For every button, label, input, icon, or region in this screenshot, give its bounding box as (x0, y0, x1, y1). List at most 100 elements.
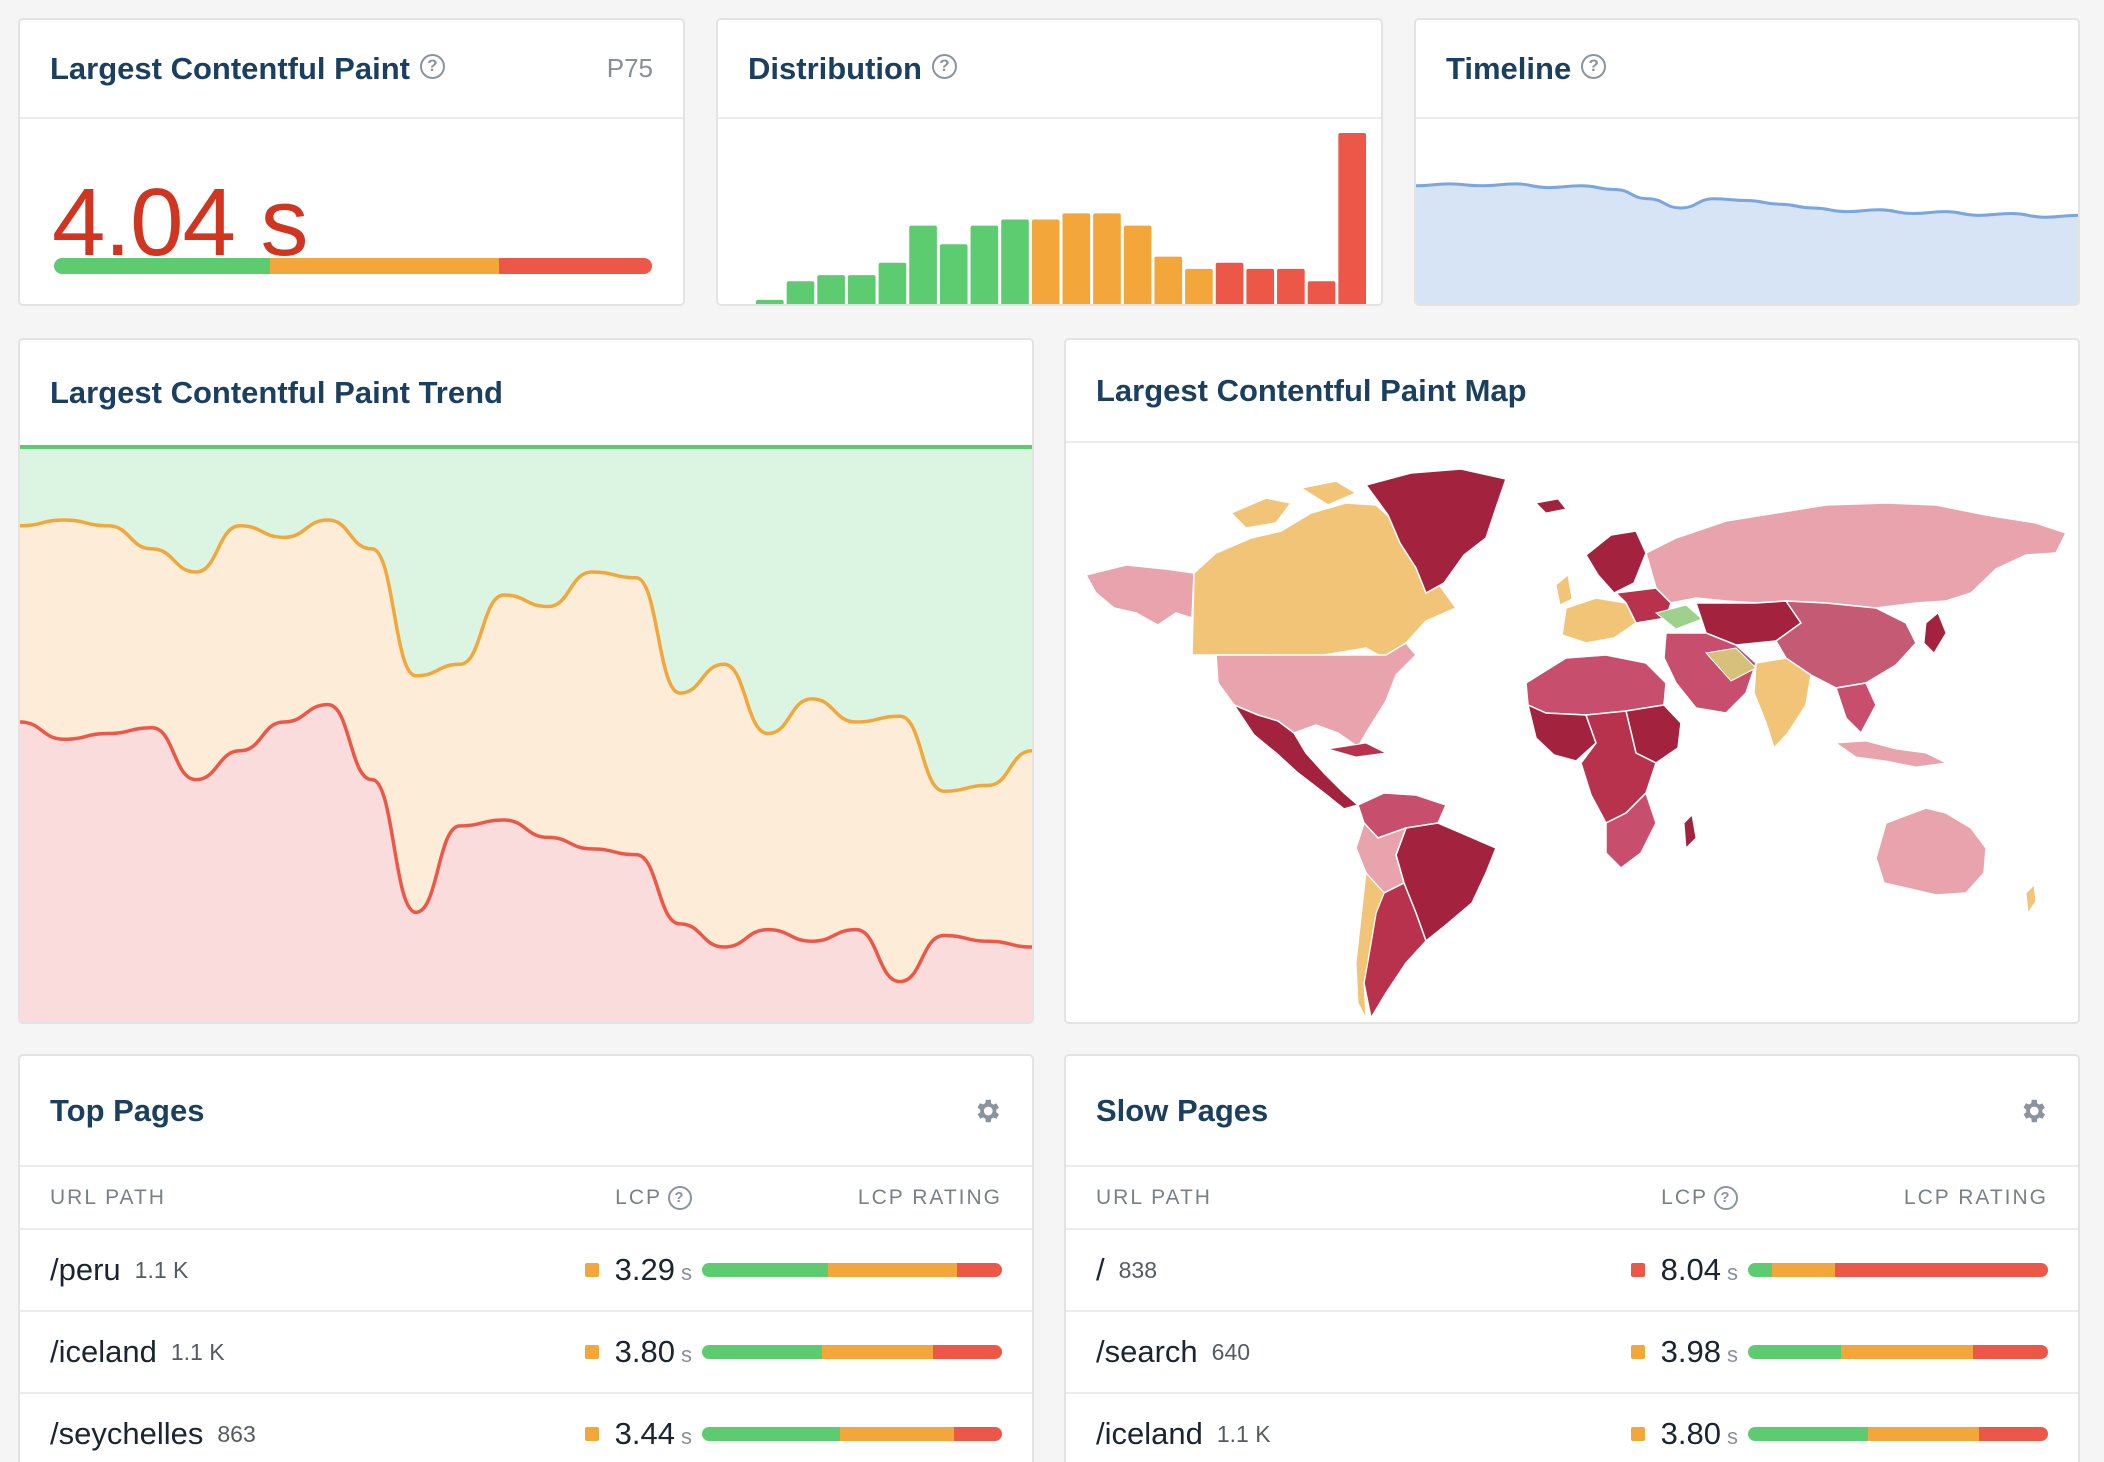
map-region-north-africa[interactable] (1525, 654, 1667, 716)
map-region-usa[interactable] (1215, 642, 1418, 749)
map-region-southeast-asia[interactable] (1835, 682, 1877, 735)
map-region-iceland[interactable] (1534, 498, 1567, 514)
lcp-rating-bar (702, 1263, 1002, 1277)
lcp-rating-bar (702, 1427, 1002, 1441)
table-row[interactable]: /iceland 1.1 K 3.80 s (20, 1312, 1032, 1394)
url-path-column-header[interactable]: URL PATH (1096, 1185, 1212, 1209)
table-row[interactable]: /seychelles 863 3.44 s (20, 1394, 1032, 1462)
histogram-bar[interactable] (817, 275, 845, 306)
histogram-bar[interactable] (1154, 256, 1183, 306)
histogram-bar[interactable] (878, 262, 907, 306)
gear-icon[interactable] (972, 1096, 1002, 1126)
map-region-madagascar[interactable] (1683, 813, 1697, 850)
histogram-bar[interactable] (786, 281, 815, 306)
lcp-rating-column-header[interactable]: LCP RATING (1903, 1185, 2048, 1209)
map-region-russia[interactable] (1645, 502, 2068, 609)
histogram-bar[interactable] (970, 225, 999, 306)
page-view-count: 1.1 K (170, 1338, 225, 1365)
url-path-link[interactable]: /iceland (50, 1334, 157, 1369)
gear-icon[interactable] (2018, 1096, 2048, 1126)
histogram-bar[interactable] (1338, 133, 1366, 306)
table-row[interactable]: /search 640 3.98 s (1066, 1312, 2078, 1394)
upper-trend-line (20, 518, 1032, 793)
map-region-alaska[interactable] (1084, 564, 1195, 626)
percentile-label: P75 (606, 53, 653, 83)
table-row[interactable]: /peru 1.1 K 3.29 s (20, 1230, 1032, 1312)
map-region-australia[interactable] (1875, 807, 1987, 896)
histogram-bar[interactable] (1307, 281, 1336, 306)
histogram-bar[interactable] (847, 275, 876, 306)
map-region-western-europe[interactable] (1561, 597, 1637, 644)
needs-improvement-segment (822, 1345, 933, 1359)
poor-segment (1979, 1427, 2048, 1441)
histogram-bar[interactable] (1277, 268, 1305, 306)
map-region-arctic-islands[interactable] (1229, 480, 1358, 529)
histogram-bar[interactable] (1062, 213, 1091, 306)
histogram-bar[interactable] (1246, 268, 1275, 306)
map-region-scandinavia[interactable] (1585, 530, 1647, 594)
histogram-bar[interactable] (939, 244, 968, 306)
lcp-column-label: LCP (615, 1185, 662, 1209)
help-icon[interactable]: ? (1714, 1185, 1738, 1210)
lcp-value: 3.29 (614, 1252, 675, 1287)
status-indicator (584, 1427, 599, 1441)
distribution-title: Distribution (748, 50, 922, 86)
table-row[interactable]: / 838 8.04 s (1066, 1230, 2078, 1312)
timeline-header: Timeline ? (1416, 20, 2078, 119)
map-region-japan[interactable] (1923, 612, 1947, 654)
help-icon[interactable]: ? (668, 1185, 692, 1210)
map-region-new-zealand[interactable] (2025, 883, 2037, 915)
histogram-bar[interactable] (1215, 262, 1244, 306)
url-path-link[interactable]: / (1096, 1252, 1105, 1287)
histogram-bar[interactable] (1031, 219, 1060, 307)
histogram-bar[interactable] (756, 299, 784, 306)
good-segment (702, 1263, 828, 1277)
map-region-southern-africa[interactable] (1605, 791, 1657, 869)
histogram-bar[interactable] (1093, 213, 1121, 306)
histogram-bar[interactable] (1123, 225, 1152, 306)
slow-pages-table-header: URL PATH LCP? LCP RATING (1066, 1167, 2078, 1230)
url-path-link[interactable]: /seychelles (50, 1416, 204, 1451)
map-region-caribbean[interactable] (1327, 742, 1388, 758)
lcp-column-header[interactable]: LCP? (542, 1185, 692, 1210)
map-region-indonesia[interactable] (1834, 740, 1948, 768)
map-region-greenland[interactable] (1364, 468, 1507, 595)
lower-trend-line (20, 702, 1032, 984)
good-segment (702, 1345, 822, 1359)
map-region-uk[interactable] (1555, 574, 1573, 606)
map-region-india[interactable] (1753, 657, 1812, 750)
histogram-bar[interactable] (1185, 268, 1213, 306)
page-view-count: 1.1 K (1216, 1420, 1271, 1447)
lcp-rating-bar (702, 1345, 1002, 1359)
lcp-unit: s (681, 1424, 692, 1449)
url-path-link[interactable]: /iceland (1096, 1416, 1203, 1451)
url-path-link[interactable]: /peru (50, 1252, 121, 1287)
lcp-value-cell: 3.80 s (1588, 1416, 1738, 1452)
url-path-column-header[interactable]: URL PATH (50, 1185, 166, 1209)
help-icon[interactable]: ? (419, 54, 445, 79)
lcp-rating-bar (1748, 1345, 2048, 1359)
timeline-card: Timeline ? (1414, 18, 2080, 306)
needs-improvement-segment (1868, 1427, 1979, 1441)
map-region-mexico[interactable] (1232, 703, 1360, 810)
histogram-bar[interactable] (1001, 219, 1029, 307)
histogram-bar[interactable] (909, 225, 937, 306)
lcp-rating-bar (1748, 1263, 2048, 1277)
map-region-west-africa[interactable] (1526, 703, 1597, 762)
map-region-chile[interactable] (1355, 871, 1385, 1019)
timeline-line (1416, 182, 2078, 219)
table-row[interactable]: /iceland 1.1 K 3.80 s (1066, 1394, 2078, 1462)
lcp-summary-title: Largest Contentful Paint (50, 50, 410, 86)
map-title: Largest Contentful Paint Map (1096, 372, 1527, 408)
lcp-column-header[interactable]: LCP? (1588, 1185, 1738, 1210)
top-pages-table-header: URL PATH LCP? LCP RATING (20, 1167, 1032, 1230)
status-indicator (1630, 1263, 1645, 1277)
url-path-link[interactable]: /search (1096, 1334, 1198, 1369)
trend-chart (20, 445, 1032, 1022)
help-icon[interactable]: ? (931, 54, 957, 79)
lcp-rating-column-header[interactable]: LCP RATING (857, 1185, 1002, 1209)
top-pages-rows: /peru 1.1 K 3.29 s/iceland 1.1 K 3.80 s/seyche… (20, 1230, 1032, 1462)
help-icon[interactable]: ? (1581, 54, 1607, 79)
distribution-histogram (756, 133, 1366, 307)
lcp-value-cell: 8.04 s (1588, 1252, 1738, 1288)
